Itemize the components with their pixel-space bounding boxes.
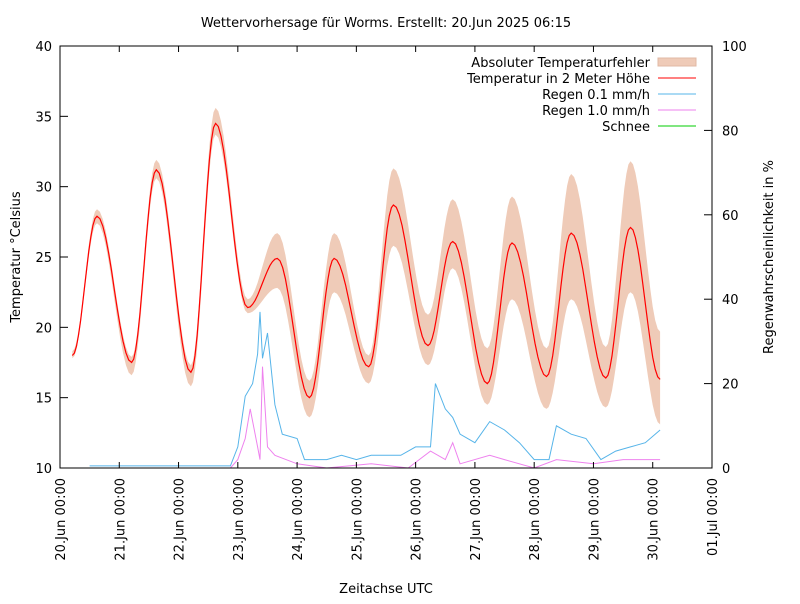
rain-1mm-line — [230, 366, 661, 469]
x-tick-label: 01.Jul 00:00 — [706, 478, 721, 556]
y-tick-label: 40 — [35, 40, 52, 55]
x-tick-label: 29.Jun 00:00 — [587, 478, 602, 561]
x-tick-label: 28.Jun 00:00 — [528, 478, 543, 561]
y-tick-label: 25 — [35, 251, 52, 266]
y2-tick-label: 0 — [722, 462, 730, 477]
error-band-area — [72, 107, 661, 425]
x-tick-label: 24.Jun 00:00 — [291, 478, 306, 561]
legend-label: Regen 0.1 mm/h — [542, 88, 650, 103]
legend-swatch-band — [657, 57, 697, 67]
legend-label: Temperatur in 2 Meter Höhe — [466, 72, 650, 87]
x-tick-label: 22.Jun 00:00 — [173, 478, 188, 561]
legend-label: Absoluter Temperaturfehler — [471, 56, 650, 71]
x-tick-label: 30.Jun 00:00 — [647, 478, 662, 561]
x-tick-label: 20.Jun 00:00 — [54, 478, 69, 561]
y2-axis-label: Regenwahrscheinlichkeit in % — [762, 160, 777, 354]
y2-tick-label: 80 — [722, 124, 739, 139]
x-tick-label: 25.Jun 00:00 — [350, 478, 365, 561]
x-tick-label: 26.Jun 00:00 — [410, 478, 425, 561]
x-tick-label: 27.Jun 00:00 — [469, 478, 484, 561]
y-tick-label: 15 — [35, 392, 52, 407]
x-tick-label: 21.Jun 00:00 — [113, 478, 128, 561]
y2-tick-label: 100 — [722, 40, 747, 55]
y2-tick-label: 60 — [722, 209, 739, 224]
y-axis-label: Temperatur °Celsius — [9, 191, 24, 324]
y2-tick-label: 40 — [722, 293, 739, 308]
x-axis-label: Zeitachse UTC — [339, 582, 433, 597]
axes: 10 15 20 25 30 35 40 0 20 40 60 80 100 20.Jun 00:00 21… — [35, 40, 746, 561]
temperature-line — [71, 122, 661, 399]
legend-label: Regen 1.0 mm/h — [542, 104, 650, 119]
y-tick-label: 35 — [35, 110, 52, 125]
y-tick-label: 20 — [35, 321, 52, 336]
y-tick-label: 30 — [35, 181, 52, 196]
legend-label: Schnee — [602, 120, 650, 135]
y-tick-label: 10 — [35, 462, 52, 477]
y2-tick-label: 20 — [722, 378, 739, 393]
chart-title: Wettervorhersage für Worms. Erstellt: 20… — [201, 16, 571, 31]
temperature-error-band — [72, 107, 661, 425]
x-tick-label: 23.Jun 00:00 — [232, 478, 247, 561]
rain-01mm-line — [89, 311, 661, 467]
